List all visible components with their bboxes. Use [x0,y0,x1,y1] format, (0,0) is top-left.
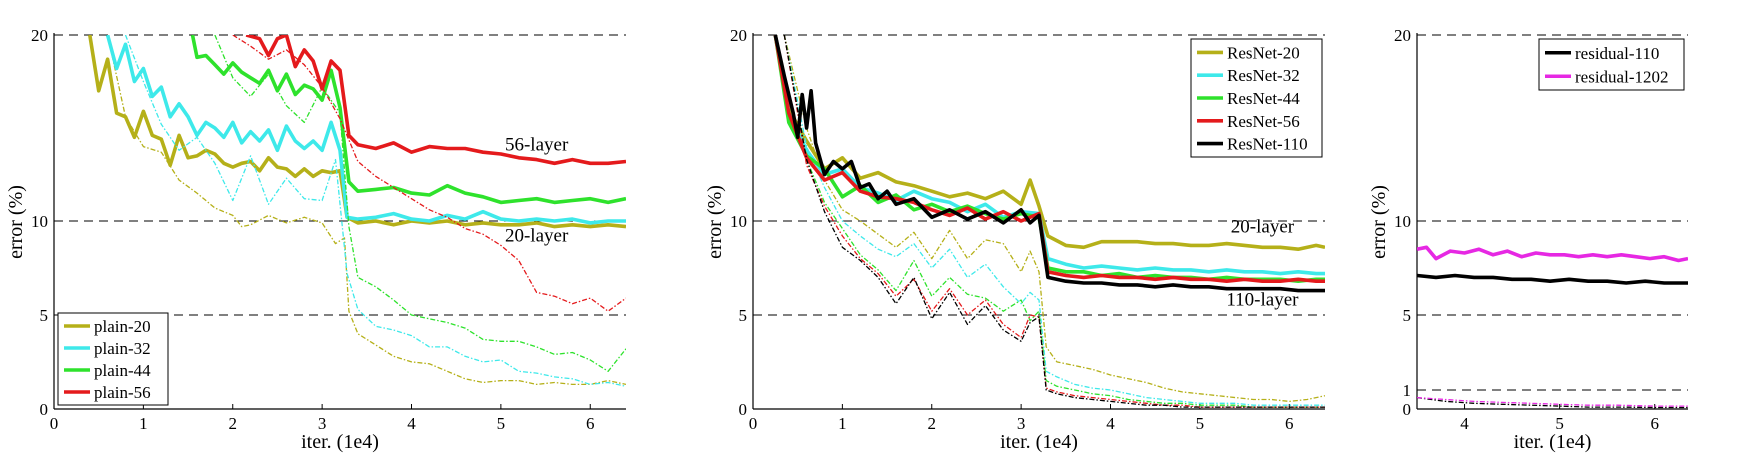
legend-label: plain-56 [94,383,151,402]
series-train-line-plain-56 [245,35,626,166]
series-group [1417,245,1688,409]
x-axis-title: iter. (1e4) [1514,431,1592,453]
series-group [88,35,626,387]
x-tick-label: 0 [749,414,758,433]
series-train-line-plain-20 [88,35,626,229]
y-tick-label: 1 [1403,381,1412,400]
legend-label: ResNet-20 [1227,43,1300,62]
x-tick-label: 5 [1196,414,1205,433]
series-test-line-ResNet-44 [783,35,1325,408]
x-tick-label: 3 [1017,414,1026,433]
legend: plain-20 plain-32 plain-44 plain-56 [57,312,169,406]
x-tick-label: 2 [928,414,937,433]
y-tick-label: 5 [40,306,49,325]
series-test-line-residual-110 [1417,396,1688,409]
x-tick-label: 5 [1555,414,1564,433]
y-tick-label: 20 [31,26,48,45]
series-test-line-plain-32 [124,35,626,387]
y-tick-label: 5 [739,306,748,325]
y-tick-label: 5 [1403,306,1412,325]
legend-label: plain-32 [94,339,151,358]
y-tick-label: 20 [1394,26,1411,45]
x-tick-label: 3 [318,414,327,433]
series-test-line-ResNet-32 [783,35,1325,406]
series-test-line-plain-44 [214,35,626,372]
legend-label: ResNet-56 [1227,112,1300,131]
annotation-label: 20-layer [1231,216,1295,237]
series-train-line-plain-44 [190,35,626,205]
series-group [773,35,1325,408]
x-axis-title: iter. (1e4) [1000,431,1078,453]
x-tick-label: 1 [838,414,847,433]
x-tick-label: 2 [229,414,238,433]
y-tick-label: 0 [40,400,49,419]
series-train-line-ResNet-20 [773,35,1325,251]
legend-label: plain-20 [94,317,151,336]
y-tick-label: 20 [730,26,747,45]
x-axis-title: iter. (1e4) [301,431,379,453]
x-tick-label: 1 [139,414,148,433]
legend-label: ResNet-32 [1227,66,1300,85]
y-tick-label: 0 [739,400,748,419]
legend: residual-110 residual-1202 [1538,38,1685,91]
annotation-label: 20-layer [505,226,569,247]
annotation-label: 56-layer [505,134,569,155]
series-test-line-ResNet-110 [783,35,1325,408]
y-tick-label: 10 [1394,212,1411,231]
series-test-line-plain-20 [106,35,626,386]
x-tick-label: 4 [407,414,416,433]
chart-panel-1: 0 1 2 3 4 5 6 0 5 10 20 iter. (1e4) error (%) 56-laye… [5,26,626,453]
series-test-line-plain-56 [232,35,626,312]
x-tick-label: 4 [1106,414,1115,433]
legend-label: ResNet-110 [1227,135,1308,154]
x-tick-label: 6 [586,414,595,433]
chart-panel-2: 0 1 2 3 4 5 6 0 5 10 20 iter. (1e4) error (%) 20-laye… [704,26,1325,453]
chart-panel-3: 4 5 6 01 5 10 20 iter. (1e4) error (%) residual-1… [1368,26,1688,453]
series-train-line-residual-110 [1417,273,1688,285]
legend-label: residual-110 [1575,44,1659,63]
series-test-line-residual-1202 [1417,396,1688,407]
x-tick-label: 6 [1285,414,1294,433]
series-test-line-ResNet-20 [783,35,1325,403]
series-train-line-ResNet-110 [773,35,1325,293]
x-tick-label: 5 [497,414,506,433]
series-train-line-residual-1202 [1417,245,1688,263]
legend-label: plain-44 [94,361,151,380]
legend-label: residual-1202 [1575,67,1668,86]
legend-box [57,312,169,406]
y-tick-label: 10 [31,212,48,231]
y-axis-title: error (%) [5,185,27,259]
legend: ResNet-20 ResNet-32 ResNet-44 ResNet-56 ResN… [1190,38,1323,158]
y-tick-label: 0 [1403,400,1412,419]
y-axis-title: error (%) [1368,185,1390,259]
y-axis-title: error (%) [704,185,726,259]
x-tick-label: 0 [50,414,59,433]
x-tick-label: 4 [1460,414,1469,433]
x-tick-label: 6 [1650,414,1659,433]
legend-box [1538,38,1685,91]
legend-label: ResNet-44 [1227,89,1300,108]
annotation-label: 110-layer [1226,290,1299,311]
series-train-line-plain-32 [105,35,626,225]
y-tick-label: 10 [730,212,747,231]
